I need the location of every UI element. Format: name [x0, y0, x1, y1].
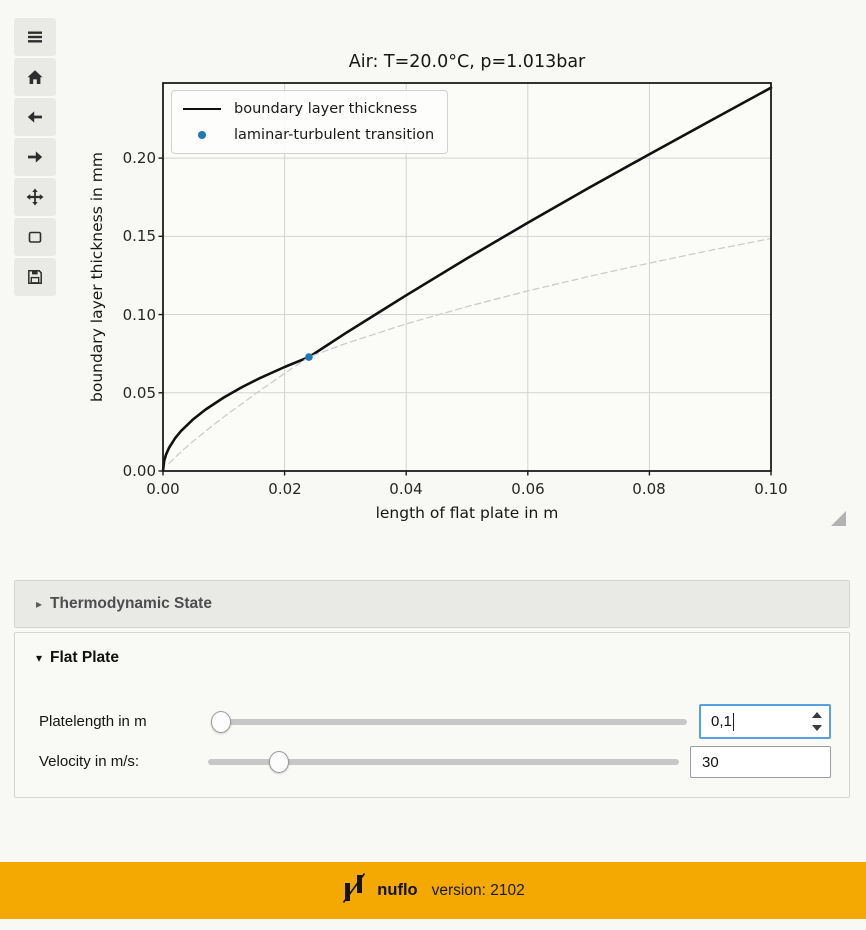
save-icon — [25, 267, 45, 287]
x-axis-label: length of flat plate in m — [375, 504, 559, 522]
legend-line-sample — [183, 108, 221, 110]
y-axis-label: boundary layer thickness in mm — [88, 152, 106, 402]
panel-flat-plate-label: Flat Plate — [50, 649, 119, 666]
x-tick-label: 0.10 — [754, 480, 788, 498]
back-button[interactable] — [14, 98, 56, 136]
legend-line-label: boundary layer thickness — [234, 101, 418, 117]
y-tick-label: 0.20 — [122, 149, 156, 167]
velocity-input[interactable] — [690, 746, 831, 778]
arrow-right-icon — [25, 147, 45, 167]
platelength-value: 0,1 — [711, 713, 732, 730]
y-tick-label: 0.10 — [122, 306, 156, 324]
text-caret — [732, 712, 734, 731]
forward-button[interactable] — [14, 138, 56, 176]
figure: Air: T=20.0°C, p=1.013bar boundary layer… — [88, 52, 846, 526]
home-icon — [25, 67, 45, 87]
spinner-down-icon[interactable] — [812, 725, 822, 731]
panel-thermo-label: Thermodynamic State — [50, 595, 212, 612]
home-button[interactable] — [14, 58, 56, 96]
number-spinner — [812, 706, 822, 737]
velocity-slider-thumb[interactable] — [269, 751, 289, 773]
platelength-label: Platelength in m — [39, 713, 147, 730]
spinner-up-icon[interactable] — [812, 712, 822, 718]
x-tick-label: 0.02 — [268, 480, 302, 498]
laminar-extension-curve — [168, 237, 772, 464]
y-tick-label: 0.05 — [122, 384, 156, 402]
panel-flat-plate-header[interactable]: ▾ Flat Plate — [36, 649, 119, 667]
menu-button[interactable] — [14, 18, 56, 56]
version-text: version: 2102 — [431, 881, 525, 899]
chevron-down-icon: ▾ — [36, 651, 43, 665]
x-tick-label: 0.04 — [389, 480, 423, 498]
platelength-slider-thumb[interactable] — [211, 711, 231, 733]
move-icon — [25, 187, 45, 207]
chart-legend: boundary layer thickness laminar-turbule… — [171, 90, 449, 154]
axes-spine — [162, 82, 772, 472]
boundary-layer-curve — [161, 86, 773, 473]
y-tick-label: 0.00 — [122, 462, 156, 480]
zoom-rect-button[interactable] — [14, 218, 56, 256]
y-tick-label: 0.15 — [122, 227, 156, 245]
arrow-left-icon — [25, 107, 45, 127]
legend-entry-marker: laminar-turbulent transition — [183, 124, 434, 146]
chart-title: Air: T=20.0°C, p=1.013bar — [348, 52, 586, 72]
save-button[interactable] — [14, 258, 56, 296]
x-tick-label: 0.00 — [146, 480, 180, 498]
x-tick-label: 0.08 — [632, 480, 666, 498]
brand-name: nuflo — [377, 881, 418, 899]
platelength-input[interactable]: 0,1 — [699, 704, 831, 739]
legend-marker-sample — [183, 131, 221, 139]
legend-entry-line: boundary layer thickness — [183, 98, 434, 120]
velocity-slider[interactable] — [208, 751, 679, 773]
mpl-toolbar — [14, 18, 56, 296]
x-tick-label: 0.06 — [511, 480, 545, 498]
nuflo-logo-icon — [341, 873, 367, 908]
figure-resize-handle[interactable] — [831, 511, 846, 526]
rectangle-icon — [25, 227, 45, 247]
chevron-right-icon: ▸ — [36, 597, 43, 611]
platelength-slider[interactable] — [211, 711, 687, 733]
pan-button[interactable] — [14, 178, 56, 216]
menu-icon — [25, 27, 45, 47]
legend-marker-label: laminar-turbulent transition — [234, 127, 435, 143]
velocity-label: Velocity in m/s: — [39, 753, 140, 770]
footer: nuflo version: 2102 — [0, 862, 866, 919]
panel-flat-plate: ▾ Flat Plate Platelength in m 0,1 Veloci… — [14, 632, 850, 798]
transition-point — [305, 353, 313, 361]
panel-thermodynamic-state[interactable]: ▸ Thermodynamic State — [14, 580, 850, 628]
